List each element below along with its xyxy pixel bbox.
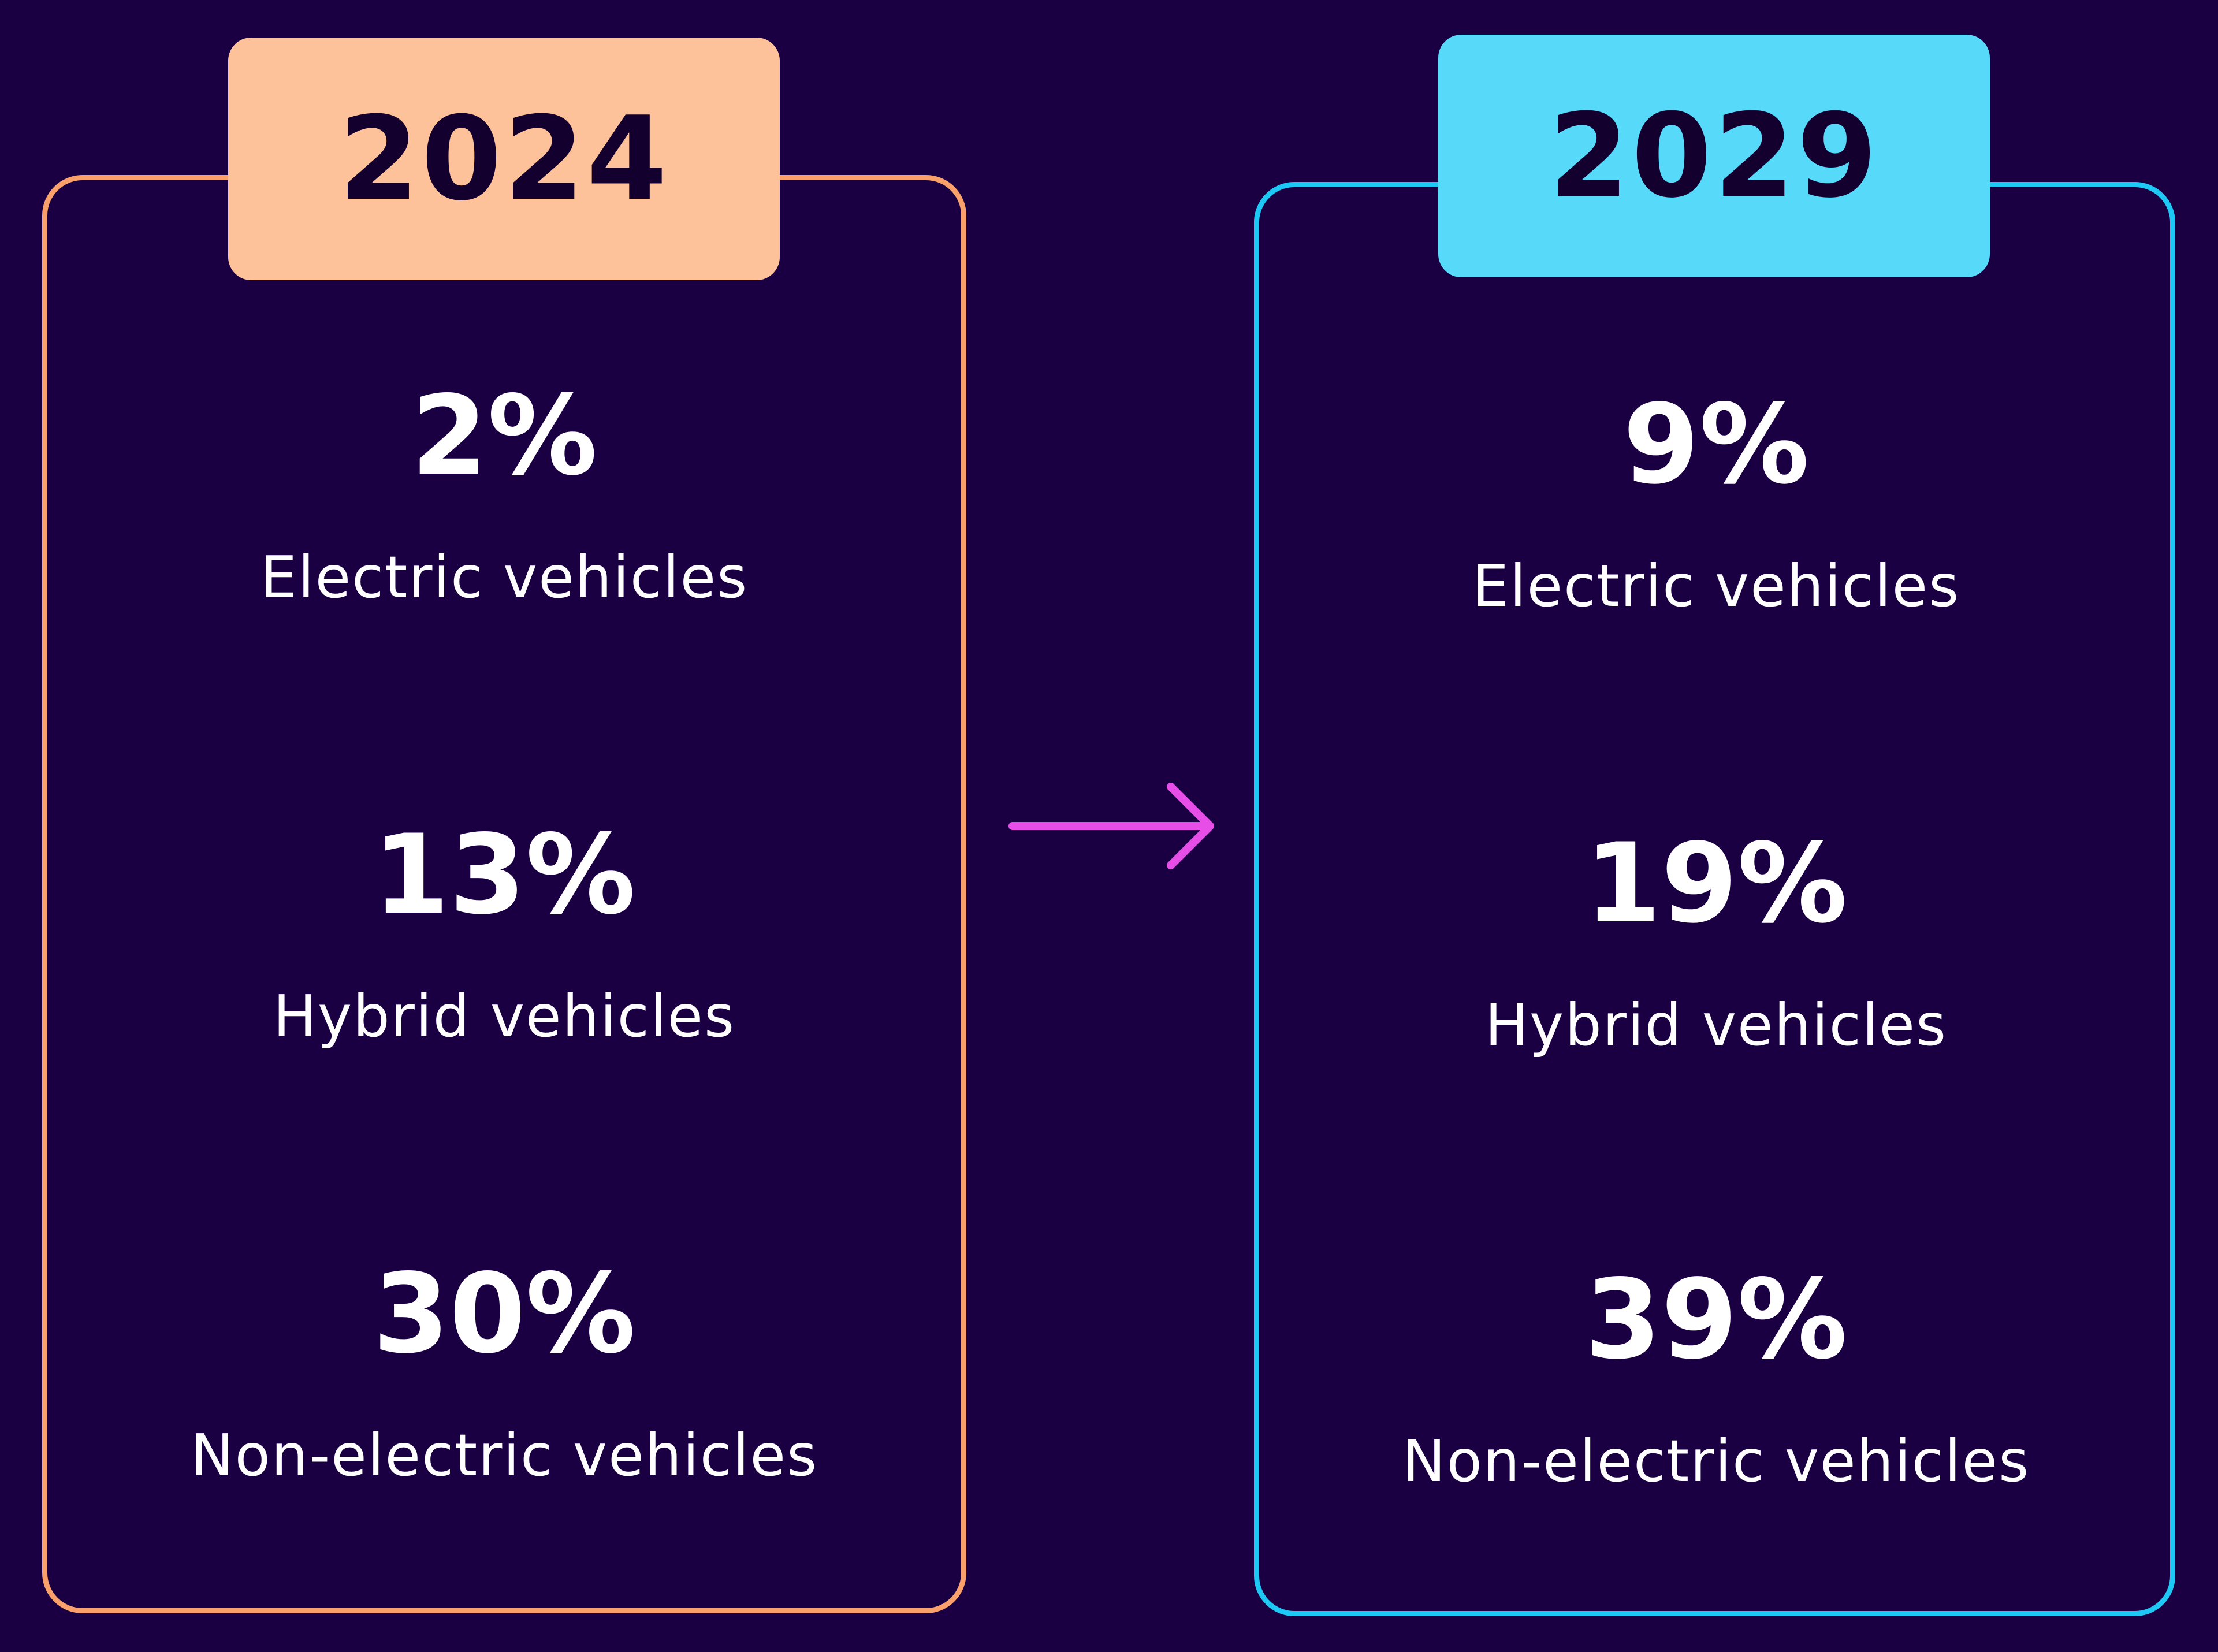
stat-label: Electric vehicles bbox=[1472, 552, 1960, 620]
stat-electric-2029: 9% Electric vehicles bbox=[1254, 390, 2178, 632]
year-tab-2024: 2024 bbox=[228, 38, 780, 280]
stat-value: 13% bbox=[373, 811, 636, 939]
year-tab-2029: 2029 bbox=[1438, 35, 1990, 277]
year-label: 2029 bbox=[1549, 88, 1880, 224]
year-label: 2024 bbox=[338, 91, 669, 226]
stat-non-electric-2024: 30% Non-electric vehicles bbox=[42, 1259, 966, 1502]
stat-electric-2024: 2% Electric vehicles bbox=[42, 381, 966, 624]
stat-value: 39% bbox=[1584, 1256, 1848, 1383]
stat-value: 9% bbox=[1622, 381, 1810, 508]
stat-value: 19% bbox=[1584, 820, 1848, 947]
stat-hybrid-2029: 19% Hybrid vehicles bbox=[1254, 829, 2178, 1071]
arrow-right-icon bbox=[1008, 783, 1214, 869]
stat-hybrid-2024: 13% Hybrid vehicles bbox=[42, 820, 966, 1063]
stat-label: Hybrid vehicles bbox=[273, 983, 736, 1050]
stat-label: Non-electric vehicles bbox=[190, 1422, 818, 1489]
stat-value: 30% bbox=[373, 1250, 636, 1378]
stat-label: Electric vehicles bbox=[260, 544, 749, 611]
stat-value: 2% bbox=[411, 372, 598, 500]
stat-label: Hybrid vehicles bbox=[1484, 991, 1948, 1059]
stat-label: Non-electric vehicles bbox=[1402, 1427, 2030, 1495]
stat-non-electric-2029: 39% Non-electric vehicles bbox=[1254, 1265, 2178, 1508]
